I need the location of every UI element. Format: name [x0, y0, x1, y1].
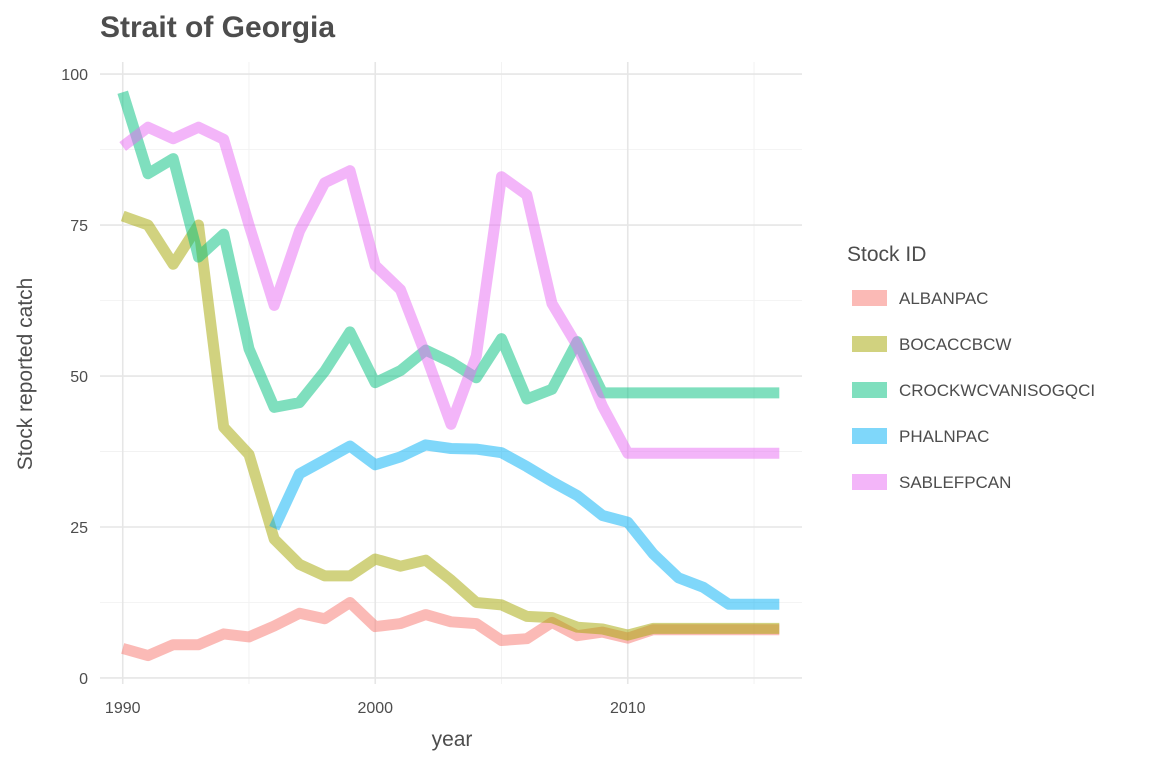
- series-line-bocaccbcw: [120, 210, 780, 641]
- legend-key-sablefpcan: [852, 474, 887, 490]
- legend-label-albanpac: ALBANPAC: [899, 289, 988, 308]
- series-line-phalnpac: [269, 439, 780, 610]
- x-tick-label: 1990: [105, 700, 141, 717]
- series-lines: [117, 90, 780, 662]
- legend-key-phalnpac: [852, 428, 887, 444]
- series-line-crockwcvanisogqci: [117, 90, 780, 413]
- y-axis-title: Stock reported catch: [14, 278, 37, 471]
- x-axis-title: year: [432, 728, 473, 751]
- y-tick-label: 100: [61, 67, 88, 84]
- y-tick-label: 25: [70, 520, 88, 537]
- legend-label-crockwcvanisogqci: CROCKWCVANISOGQCI: [899, 381, 1095, 400]
- chart-title: Strait of Georgia: [100, 11, 335, 44]
- axis-ticks: 1990 2000 2010 0 25 50 75 100: [61, 67, 645, 717]
- legend-key-bocaccbcw: [852, 336, 887, 352]
- legend-label-bocaccbcw: BOCACCBCW: [899, 335, 1011, 354]
- y-tick-label: 50: [70, 369, 88, 386]
- legend-key-albanpac: [852, 290, 887, 306]
- x-tick-label: 2010: [610, 700, 646, 717]
- legend-label-sablefpcan: SABLEFPCAN: [899, 473, 1011, 492]
- x-tick-label: 2000: [357, 700, 393, 717]
- y-tick-label: 75: [70, 218, 88, 235]
- legend: Stock ID ALBANPAC BOCACCBCW CROCKWCVANISOG…: [847, 243, 1095, 492]
- series-line-sablefpcan: [119, 121, 780, 459]
- y-tick-label: 0: [79, 671, 88, 688]
- legend-label-phalnpac: PHALNPAC: [899, 427, 989, 446]
- legend-title: Stock ID: [847, 243, 926, 266]
- legend-key-crockwcvanisogqci: [852, 382, 887, 398]
- grid: [100, 62, 802, 684]
